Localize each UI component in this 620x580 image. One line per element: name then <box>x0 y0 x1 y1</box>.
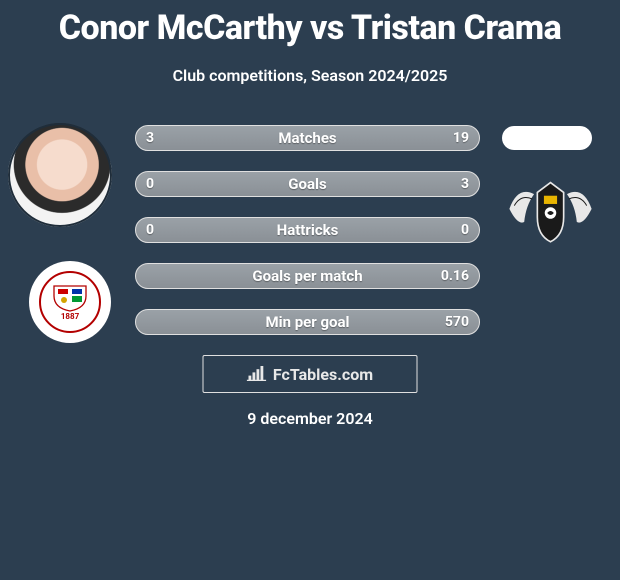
barnsley-crest-icon: 1887 <box>39 271 101 333</box>
page-title: Conor McCarthy vs Tristan Crama <box>0 0 620 48</box>
stat-left-value: 3 <box>146 130 154 146</box>
stat-left-value: 0 <box>146 222 154 238</box>
right-player-avatar <box>502 126 592 150</box>
stat-row-min-per-goal: Min per goal 570 <box>135 309 480 335</box>
right-club-logo <box>501 176 600 250</box>
stat-label: Goals <box>288 175 326 193</box>
stat-label: Matches <box>278 129 336 147</box>
stat-right-value: 3 <box>461 176 469 192</box>
club-year: 1887 <box>61 312 79 321</box>
left-player-avatar <box>8 123 112 227</box>
griffin-crest-icon <box>501 176 600 250</box>
snapshot-date: 9 december 2024 <box>247 409 373 428</box>
stat-row-hattricks: 0 Hattricks 0 <box>135 217 480 243</box>
brand-link[interactable]: FcTables.com <box>203 355 418 393</box>
stat-right-value: 570 <box>445 314 469 330</box>
stat-row-goals: 0 Goals 3 <box>135 171 480 197</box>
stat-right-value: 0.16 <box>441 268 469 284</box>
shield-crest-icon <box>50 284 90 312</box>
stat-label: Min per goal <box>265 313 349 331</box>
stat-right-value: 19 <box>453 130 469 146</box>
stat-label: Goals per match <box>252 267 362 285</box>
bar-chart-icon <box>247 366 267 382</box>
stat-label: Hattricks <box>277 221 339 239</box>
stat-row-goals-per-match: Goals per match 0.16 <box>135 263 480 289</box>
brand-text: FcTables.com <box>273 365 373 384</box>
stats-container: 3 Matches 19 0 Goals 3 0 Hattricks 0 Goa… <box>135 125 480 355</box>
stat-right-value: 0 <box>461 222 469 238</box>
page-subtitle: Club competitions, Season 2024/2025 <box>0 66 620 85</box>
stat-left-value: 0 <box>146 176 154 192</box>
stat-row-matches: 3 Matches 19 <box>135 125 480 151</box>
left-club-logo: 1887 <box>29 261 111 343</box>
